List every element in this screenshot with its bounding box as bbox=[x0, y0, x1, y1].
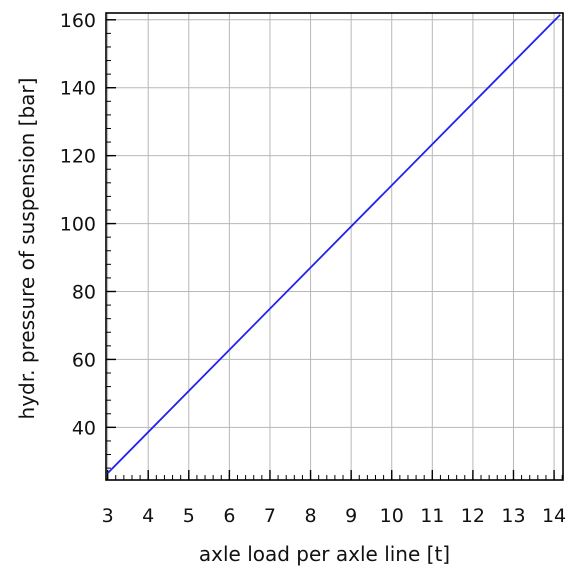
series-layer bbox=[106, 14, 561, 474]
major-ticks bbox=[106, 19, 555, 480]
grid bbox=[106, 13, 563, 480]
y-tick-label: 40 bbox=[72, 417, 96, 439]
y-tick-label: 60 bbox=[72, 349, 96, 371]
y-tick-label: 140 bbox=[60, 78, 96, 100]
plot-frame bbox=[105, 12, 564, 481]
x-tick-label: 8 bbox=[305, 505, 317, 527]
x-axis-label: axle load per axle line [t] bbox=[199, 542, 450, 566]
y-tick-label: 160 bbox=[60, 10, 96, 32]
x-tick-label: 7 bbox=[264, 505, 276, 527]
y-tick-label: 100 bbox=[60, 214, 96, 236]
y-axis-label: hydr. pressure of suspension [bar] bbox=[15, 78, 39, 420]
x-tick-label: 10 bbox=[380, 505, 404, 527]
x-tick-label: 3 bbox=[102, 505, 114, 527]
y-tick-label: 80 bbox=[72, 282, 96, 304]
x-tick-label: 11 bbox=[420, 505, 444, 527]
y-tick-label: 120 bbox=[60, 146, 96, 168]
x-tick-label: 5 bbox=[183, 505, 195, 527]
x-tick-label: 14 bbox=[542, 505, 566, 527]
x-tick-label: 12 bbox=[461, 505, 485, 527]
x-tick-label: 9 bbox=[345, 505, 357, 527]
series-line bbox=[106, 14, 561, 474]
y-tick-labels: 40 60 80 100 120 140 160 bbox=[60, 10, 96, 440]
x-tick-label: 4 bbox=[142, 505, 154, 527]
x-tick-label: 6 bbox=[223, 505, 235, 527]
minor-ticks bbox=[106, 19, 563, 480]
x-tick-label: 13 bbox=[501, 505, 525, 527]
x-tick-labels: 3 4 5 6 7 8 9 10 11 12 13 14 bbox=[102, 505, 567, 527]
